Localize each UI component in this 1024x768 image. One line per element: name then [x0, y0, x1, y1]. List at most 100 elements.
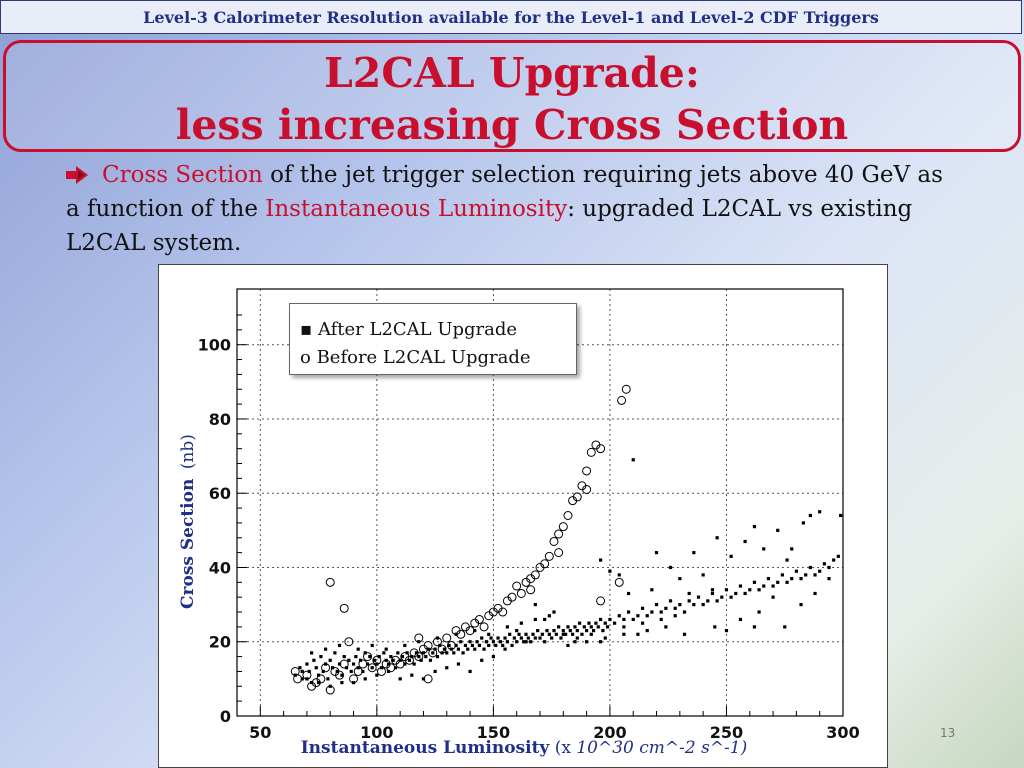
data-point-after	[312, 658, 316, 662]
data-point-after	[603, 636, 607, 640]
data-point-before	[621, 384, 631, 394]
legend-label-after: After L2CAL Upgrade	[317, 319, 518, 340]
data-point-after	[328, 658, 332, 662]
data-point-before	[442, 633, 452, 643]
data-point-before	[437, 644, 447, 654]
bullet-text-2: : upgraded L2CAL vs existing L2CAL syste…	[66, 196, 913, 256]
x-axis-title-unit-pre: (x	[554, 738, 577, 758]
title-line-1: L2CAL Upgrade:	[323, 49, 701, 97]
data-point-after	[799, 577, 803, 581]
data-point-after	[468, 640, 472, 644]
data-point-before	[516, 588, 526, 598]
bullet-paragraph: Cross Section of the jet trigger selecti…	[66, 158, 946, 260]
data-point-after	[780, 573, 784, 577]
data-point-after	[309, 651, 314, 655]
data-point-after	[612, 621, 617, 625]
data-point-after	[650, 588, 654, 592]
data-point-after	[463, 643, 468, 648]
data-point-before	[582, 466, 592, 476]
data-point-before	[353, 666, 363, 676]
data-point-after	[543, 617, 547, 622]
data-point-after	[622, 617, 626, 622]
x-axis-title: Instantaneous Luminosity (x 10^30 cm^-2 …	[160, 738, 888, 758]
data-point-after	[738, 584, 743, 588]
header-text: Level-3 Calorimeter Resolution available…	[143, 8, 879, 27]
data-point-before	[386, 663, 396, 673]
data-point-after	[752, 580, 757, 584]
slide-title: L2CAL Upgrade: less increasing Cross Sec…	[3, 40, 1021, 152]
data-point-before	[554, 529, 564, 539]
data-point-after	[522, 640, 526, 644]
data-point-after	[605, 625, 610, 629]
data-point-after	[626, 591, 631, 596]
data-point-after	[391, 658, 395, 662]
data-point-before	[325, 577, 335, 587]
data-point-after	[640, 621, 645, 625]
data-point-after	[827, 577, 831, 581]
data-point-before	[507, 592, 517, 602]
data-point-after	[682, 632, 687, 636]
data-point-after	[365, 662, 370, 666]
data-point-after	[622, 625, 626, 629]
data-point-after	[326, 677, 330, 681]
arrow-bullet-icon	[66, 166, 88, 184]
data-point-after	[517, 632, 521, 636]
data-point-after	[720, 595, 724, 599]
data-point-after	[503, 647, 507, 651]
data-point-after	[484, 640, 488, 644]
data-point-after	[673, 614, 677, 618]
data-point-after	[417, 654, 421, 659]
data-point-after	[342, 654, 346, 659]
y-tick-label: 80	[209, 410, 231, 429]
data-point-after	[557, 625, 561, 629]
data-point-after	[456, 647, 461, 651]
data-point-after	[692, 551, 696, 555]
data-point-before	[498, 607, 508, 617]
data-point-before	[395, 659, 405, 669]
data-point-before	[339, 659, 349, 669]
data-point-after	[743, 539, 747, 544]
x-tick-label: 100	[360, 723, 393, 742]
data-point-after	[337, 662, 342, 666]
data-point-before	[302, 670, 312, 680]
data-point-after	[382, 651, 386, 655]
legend-marker-before: o	[300, 347, 311, 368]
data-point-after	[687, 599, 691, 603]
data-point-after	[298, 666, 302, 670]
data-point-after	[799, 603, 803, 607]
data-point-after	[776, 528, 780, 532]
data-point-before	[456, 629, 466, 639]
data-point-after	[347, 658, 351, 662]
legend-item-after: ▪ After L2CAL Upgrade	[300, 316, 576, 344]
data-point-after	[314, 666, 318, 670]
data-point-after	[568, 629, 572, 633]
data-point-after	[435, 654, 440, 659]
data-point-after	[734, 591, 738, 596]
data-point-after	[752, 525, 757, 529]
data-point-after	[575, 636, 579, 640]
data-point-after	[771, 584, 775, 588]
data-point-before	[563, 510, 573, 520]
data-point-before	[474, 614, 484, 624]
data-point-after	[701, 573, 705, 577]
data-point-after	[503, 636, 507, 640]
data-point-after	[573, 625, 577, 629]
data-point-after	[566, 643, 570, 648]
data-point-after	[724, 629, 729, 633]
data-point-after	[533, 636, 537, 640]
x-axis-title-unit: 10^30 cm^-2 s^-1)	[576, 738, 748, 758]
data-point-after	[433, 669, 437, 674]
data-point-before	[339, 603, 349, 613]
data-point-after	[804, 573, 808, 577]
data-point-after	[729, 554, 733, 558]
data-point-after	[384, 647, 388, 651]
data-point-after	[494, 643, 498, 648]
data-point-after	[682, 610, 687, 614]
data-point-after	[571, 632, 575, 636]
legend-marker-after: ▪	[300, 319, 313, 340]
data-point-after	[617, 614, 621, 618]
data-point-after	[608, 617, 612, 622]
y-tick-label: 60	[209, 484, 231, 503]
data-point-after	[403, 662, 407, 666]
term-inst-lumi: Instantaneous Luminosity	[265, 196, 568, 222]
